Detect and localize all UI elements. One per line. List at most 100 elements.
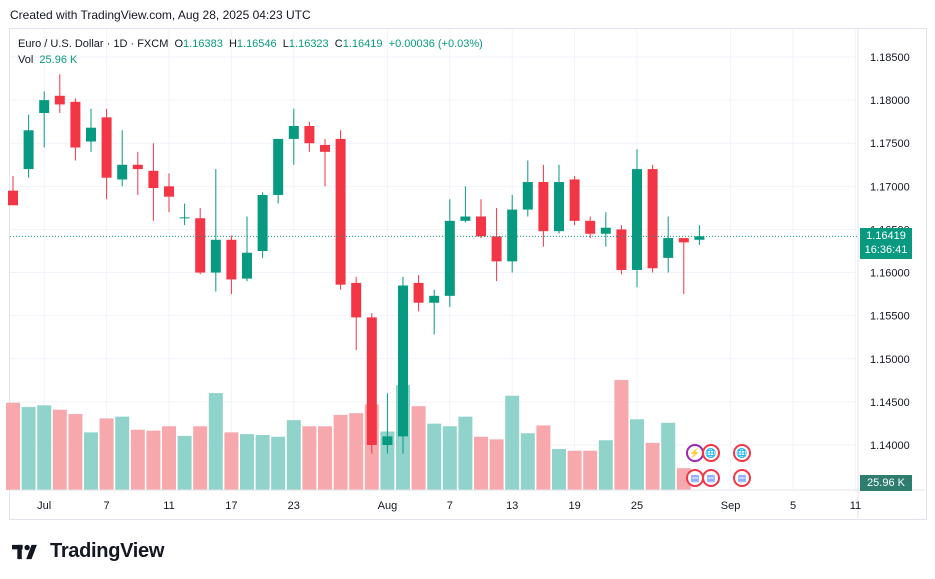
candle-body <box>210 239 221 273</box>
volume-label: Vol <box>18 54 34 66</box>
volume-bar <box>427 423 442 490</box>
volume-bar <box>458 416 473 490</box>
globe-event-icon[interactable]: 🌐 <box>733 444 751 462</box>
volume-tag: 25.96 K <box>860 475 912 491</box>
price-tick-label: 1.18000 <box>870 95 910 107</box>
candle-body <box>663 238 674 258</box>
candle-body <box>304 125 315 144</box>
price-tick-label: 1.15000 <box>870 354 910 366</box>
candle-body <box>554 182 564 232</box>
us-flag-event-icon[interactable]: ▤ <box>733 469 751 487</box>
volume-bar <box>240 434 254 490</box>
volume-bar <box>99 418 114 490</box>
volume-bar <box>567 450 582 490</box>
candle-body <box>460 216 471 221</box>
time-tick-label: 25 <box>631 500 643 512</box>
high-label: H <box>228 38 237 50</box>
time-tick-label: 17 <box>225 500 237 512</box>
volume-bar <box>598 440 613 490</box>
volume-bar <box>536 425 551 490</box>
candle-body <box>54 95 65 105</box>
volume-bar <box>442 426 457 490</box>
chart-frame <box>9 28 927 520</box>
volume-bar <box>583 450 598 490</box>
volume-bar <box>146 430 161 490</box>
globe-event-icon[interactable]: 🌐 <box>702 444 720 462</box>
candle-body <box>366 317 377 445</box>
price-tick-label: 1.17500 <box>870 138 910 150</box>
candle-body <box>382 436 393 445</box>
volume-bar <box>52 409 67 490</box>
volume-bar <box>661 422 676 490</box>
last-price-tag: 1.16419 16:36:41 <box>860 228 912 259</box>
volume-bar <box>21 407 36 490</box>
price-tick-label: 1.14500 <box>870 397 910 409</box>
candle-body <box>538 182 549 232</box>
grid-lines <box>10 30 856 490</box>
price-tick-label: 1.16000 <box>870 268 910 280</box>
legend-ohlc-row: Euro / U.S. Dollar · 1D · FXCM O1.16383 … <box>18 36 483 52</box>
candle-body <box>476 216 486 237</box>
low-value: 1.16323 <box>288 38 329 50</box>
price-tick-label: 1.15500 <box>870 311 910 323</box>
candle-body <box>413 282 424 303</box>
tradingview-logo[interactable]: TradingView <box>12 540 164 563</box>
volume-bar <box>505 395 520 490</box>
candle-body <box>616 229 627 270</box>
time-tick-label: 11 <box>163 500 174 512</box>
created-with-text: Created with TradingView.com, Aug 28, 20… <box>10 8 311 22</box>
candles <box>8 74 705 454</box>
candle-body <box>694 236 705 240</box>
candle-body <box>647 169 658 269</box>
volume-bar <box>349 413 364 490</box>
volume-bar <box>333 414 348 490</box>
price-tick-label: 1.17000 <box>870 181 910 193</box>
candle-body <box>86 127 96 142</box>
candle-body <box>226 239 237 280</box>
time-tick-label: 23 <box>288 500 300 512</box>
candle-body <box>179 217 190 219</box>
volume-bar <box>271 436 286 490</box>
change-value: +0.00036 (+0.03%) <box>388 38 483 50</box>
candle-body <box>39 100 50 114</box>
volume-bar <box>193 426 208 490</box>
candle-body <box>632 169 642 270</box>
countdown-value: 16:36:41 <box>864 244 908 256</box>
candle-body <box>600 227 611 234</box>
candle-body <box>429 295 440 303</box>
volume-bar <box>474 436 488 490</box>
close-value: 1.16419 <box>342 38 383 50</box>
candle-body <box>507 209 518 262</box>
volume-bar <box>302 426 317 490</box>
candle-body <box>8 190 18 206</box>
legend: Euro / U.S. Dollar · 1D · FXCM O1.16383 … <box>18 36 483 68</box>
candle-body <box>678 238 689 243</box>
us-flag-event-icon[interactable]: ▤ <box>702 469 720 487</box>
price-axis: 1.185001.180001.175001.170001.165001.160… <box>857 28 910 518</box>
tradingview-mark-icon <box>12 544 37 559</box>
candle-body <box>351 282 362 318</box>
volume-bar <box>130 429 145 490</box>
volume-bar <box>6 402 20 490</box>
tradingview-wordmark: TradingView <box>50 540 165 562</box>
price-tick-label: 1.14000 <box>870 440 910 452</box>
candle-body <box>101 117 112 178</box>
volume-bar <box>380 431 395 490</box>
high-value: 1.16546 <box>236 38 277 50</box>
volume-bar <box>84 432 98 490</box>
time-tick-label: 13 <box>506 500 518 512</box>
volume-bar <box>614 380 629 490</box>
candle-body <box>320 144 330 152</box>
candle-body <box>522 182 533 210</box>
volume-bar <box>224 432 239 490</box>
volume-bar <box>37 405 52 490</box>
candle-body <box>491 236 502 262</box>
legend-volume-row: Vol 25.96 K <box>18 52 483 68</box>
candle-body <box>117 164 128 180</box>
volume-bar <box>162 426 176 490</box>
volume-bar <box>68 414 83 490</box>
candle-body <box>164 186 174 197</box>
candle-body <box>273 138 284 195</box>
volume-bar <box>630 419 644 490</box>
